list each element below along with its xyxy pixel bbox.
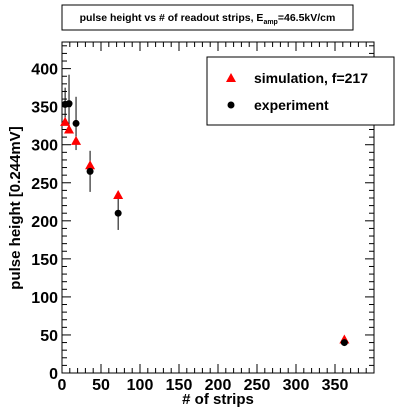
x-tick-label: 50 [92,377,110,394]
x-tick-label: 300 [283,377,310,394]
y-tick-label: 400 [31,62,58,79]
chart-title-box [61,4,354,31]
x-tick-label: 250 [244,377,271,394]
legend-box [206,56,395,126]
simulation-point [64,124,75,134]
legend-experiment-label: experiment [254,97,329,113]
experiment-point [65,100,73,108]
x-tick-label: 200 [205,377,232,394]
y-tick-label: 300 [31,138,58,155]
x-tick-label: 150 [166,377,193,394]
simulation-point [60,116,71,126]
y-tick-label: 100 [31,290,58,307]
x-tick-label: 350 [322,377,349,394]
x-tick-label: 0 [58,377,67,394]
y-tick-label: 350 [31,100,58,117]
legend: simulation, f=217 experiment [206,56,395,126]
experiment-point [72,119,80,127]
y-tick-label: 200 [31,214,58,231]
y-tick-label: 50 [40,328,58,345]
y-tick-label: 150 [31,252,58,269]
x-axis: 0 50 100 150 200 250 300 350 [58,42,367,394]
y-axis: 0 50 100 150 200 250 300 350 400 [31,45,374,383]
legend-experiment-marker [227,101,235,109]
simulation-point [71,135,82,145]
data-marks [60,74,350,347]
y-axis-title: pulse height [0.244mV] [7,126,24,289]
y-tick-label: 0 [49,366,58,383]
y-tick-label: 250 [31,176,58,193]
legend-simulation-label: simulation, f=217 [254,70,368,86]
experiment-point [86,167,94,175]
experiment-point [114,209,122,217]
chart-title: pulse height vs # of readout strips, Eam… [80,12,336,26]
simulation-point [113,189,124,199]
simulation-point [85,160,96,170]
experiment-point [340,339,348,347]
x-axis-title: # of strips [182,391,254,408]
legend-simulation-marker [226,73,236,82]
x-tick-label: 100 [127,377,154,394]
